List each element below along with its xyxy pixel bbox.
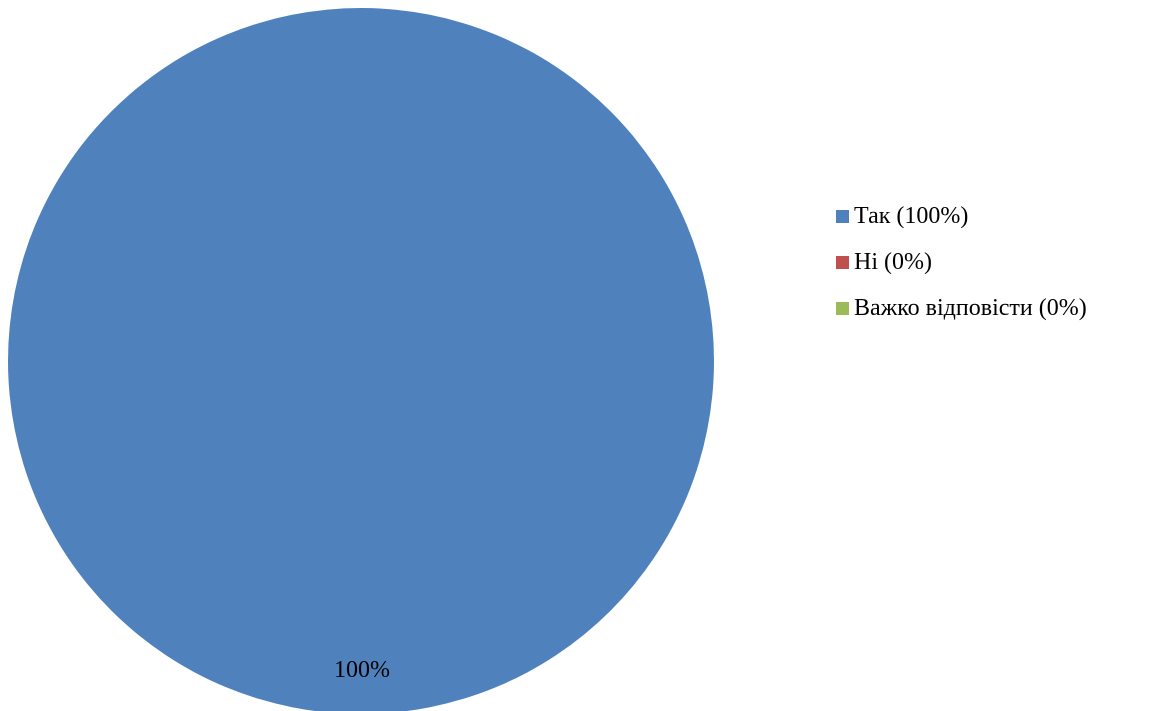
legend-item-ni: Ні (0%) (836, 239, 1087, 285)
legend-label-tak: Так (100%) (854, 202, 969, 229)
legend-label-vazhko: Важко відповісти (0%) (854, 294, 1087, 321)
legend-item-vazhko: Важко відповісти (0%) (836, 285, 1087, 331)
data-label-tak: 100% (334, 657, 390, 683)
legend-swatch-vazhko (836, 301, 849, 315)
legend-swatch-ni (836, 255, 849, 269)
legend-swatch-tak (836, 209, 849, 223)
legend-label-ni: Ні (0%) (854, 248, 932, 275)
legend: Так (100%) Ні (0%) Важко відповісти (0%) (836, 193, 1087, 331)
legend-item-tak: Так (100%) (836, 193, 1087, 239)
pie-slice-tak (8, 8, 714, 711)
